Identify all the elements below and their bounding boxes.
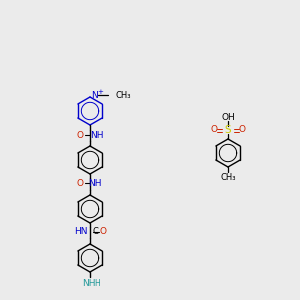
Text: N: N (91, 91, 98, 100)
Text: CH₃: CH₃ (116, 91, 131, 100)
Text: C: C (92, 227, 98, 236)
Text: NH: NH (90, 130, 104, 140)
Text: O: O (76, 130, 83, 140)
Text: O: O (211, 125, 218, 134)
Text: OH: OH (221, 112, 235, 122)
Text: HN: HN (74, 227, 88, 236)
Text: CH₃: CH₃ (220, 172, 236, 182)
Text: O: O (76, 178, 83, 188)
Text: NH: NH (88, 178, 102, 188)
Text: O: O (238, 125, 245, 134)
Text: O: O (100, 227, 106, 236)
Text: H: H (94, 278, 100, 287)
Text: S: S (225, 125, 231, 135)
Text: NH: NH (82, 278, 96, 287)
Text: +: + (97, 89, 103, 95)
